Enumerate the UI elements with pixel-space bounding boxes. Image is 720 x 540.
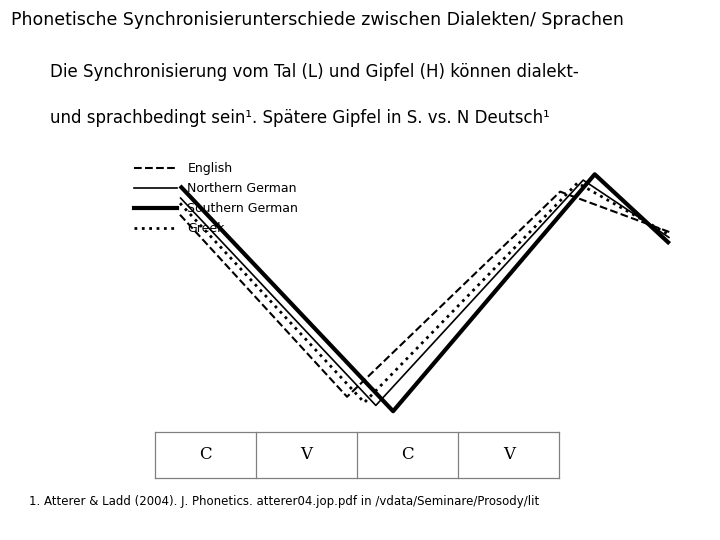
Legend: English, Northern German, Southern German, Greek: English, Northern German, Southern Germa…: [129, 158, 303, 240]
Text: und sprachbedingt sein¹. Spätere Gipfel in S. vs. N Deutsch¹: und sprachbedingt sein¹. Spätere Gipfel …: [50, 109, 550, 127]
Text: Phonetische Synchronisierunterschiede zwischen Dialekten/ Sprachen: Phonetische Synchronisierunterschiede zw…: [11, 11, 624, 29]
Text: 1. Atterer & Ladd (2004). J. Phonetics. atterer04.jop.pdf in /vdata/Seminare/Pro: 1. Atterer & Ladd (2004). J. Phonetics. …: [29, 495, 539, 508]
Text: V: V: [300, 447, 312, 463]
Text: C: C: [199, 447, 212, 463]
Text: C: C: [401, 447, 414, 463]
Text: V: V: [503, 447, 515, 463]
Text: Die Synchronisierung vom Tal (L) und Gipfel (H) können dialekt-: Die Synchronisierung vom Tal (L) und Gip…: [50, 63, 579, 80]
